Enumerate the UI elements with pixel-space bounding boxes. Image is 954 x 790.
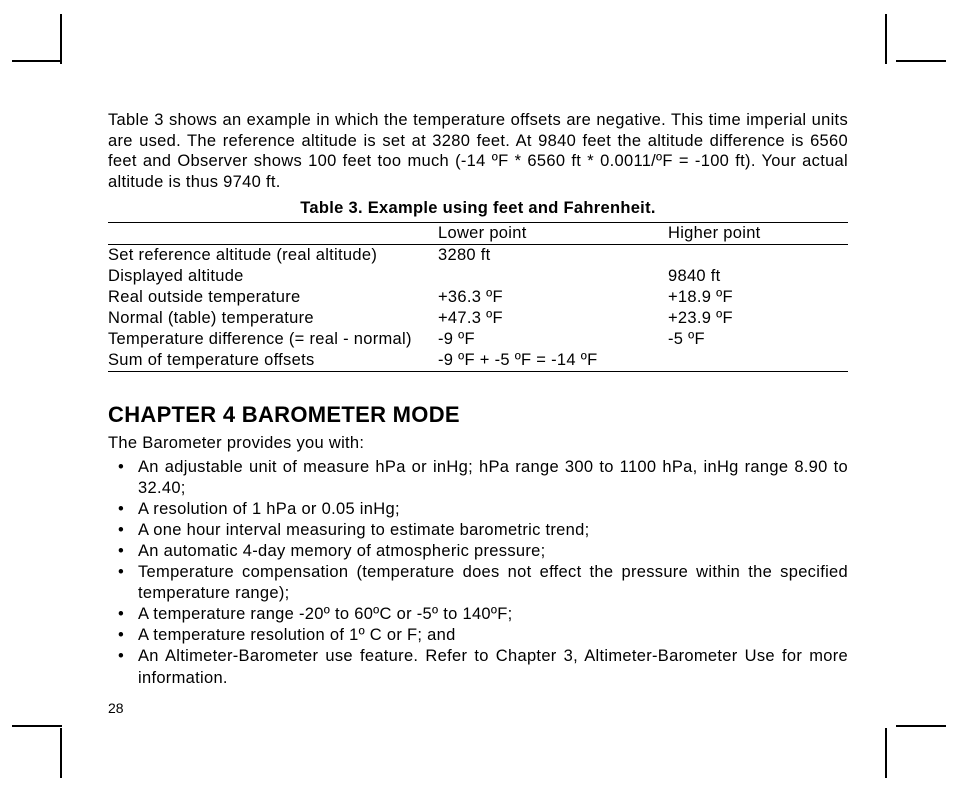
table-cell: Normal (table) temperature	[108, 308, 438, 329]
table-cell	[668, 244, 848, 266]
crop-mark	[60, 14, 62, 64]
crop-mark	[896, 725, 946, 727]
table-cell: Temperature difference (= real - normal)	[108, 329, 438, 350]
crop-mark	[885, 728, 887, 778]
list-item: A resolution of 1 hPa or 0.05 inHg;	[108, 499, 848, 520]
barometer-intro: The Barometer provides you with:	[108, 434, 848, 453]
table-cell: 9840 ft	[668, 266, 848, 287]
list-item: A one hour interval measuring to estimat…	[108, 520, 848, 541]
table-cell: +47.3 ºF	[438, 308, 668, 329]
table-cell: -9 ºF + -5 ºF = -14 ºF	[438, 350, 668, 372]
crop-mark	[896, 60, 946, 62]
list-item: A temperature resolution of 1º C or F; a…	[108, 625, 848, 646]
crop-mark	[12, 725, 62, 727]
table-cell: +23.9 ºF	[668, 308, 848, 329]
table-cell: Sum of temperature offsets	[108, 350, 438, 372]
page: Table 3 shows an example in which the te…	[0, 0, 954, 790]
crop-mark	[60, 728, 62, 778]
table-cell: +36.3 ºF	[438, 287, 668, 308]
table-header-lower: Lower point	[438, 222, 668, 244]
table-cell: Real outside temperature	[108, 287, 438, 308]
table-cell: Displayed altitude	[108, 266, 438, 287]
content-area: Table 3 shows an example in which the te…	[108, 110, 848, 689]
table-caption: Table 3. Example using feet and Fahrenhe…	[108, 199, 848, 218]
list-item: An adjustable unit of measure hPa or inH…	[108, 457, 848, 499]
page-number: 28	[108, 700, 124, 716]
table-cell	[668, 350, 848, 372]
table-cell	[438, 266, 668, 287]
table-header-higher: Higher point	[668, 222, 848, 244]
example-table: Lower point Higher point Set reference a…	[108, 222, 848, 372]
chapter-heading: CHAPTER 4 BAROMETER MODE	[108, 402, 848, 428]
list-item: An Altimeter-Barometer use feature. Refe…	[108, 646, 848, 688]
crop-mark	[885, 14, 887, 64]
crop-mark	[12, 60, 62, 62]
table-cell: -9 ºF	[438, 329, 668, 350]
table-cell: 3280 ft	[438, 244, 668, 266]
table-cell: +18.9 ºF	[668, 287, 848, 308]
table-cell: Set reference altitude (real altitude)	[108, 244, 438, 266]
list-item: A temperature range -20º to 60ºC or -5º …	[108, 604, 848, 625]
list-item: An automatic 4-day memory of atmospheric…	[108, 541, 848, 562]
table-cell: -5 ºF	[668, 329, 848, 350]
barometer-bullet-list: An adjustable unit of measure hPa or inH…	[108, 457, 848, 689]
list-item: Temperature compensation (temperature do…	[108, 562, 848, 604]
intro-paragraph: Table 3 shows an example in which the te…	[108, 110, 848, 193]
table-header-label	[108, 222, 438, 244]
